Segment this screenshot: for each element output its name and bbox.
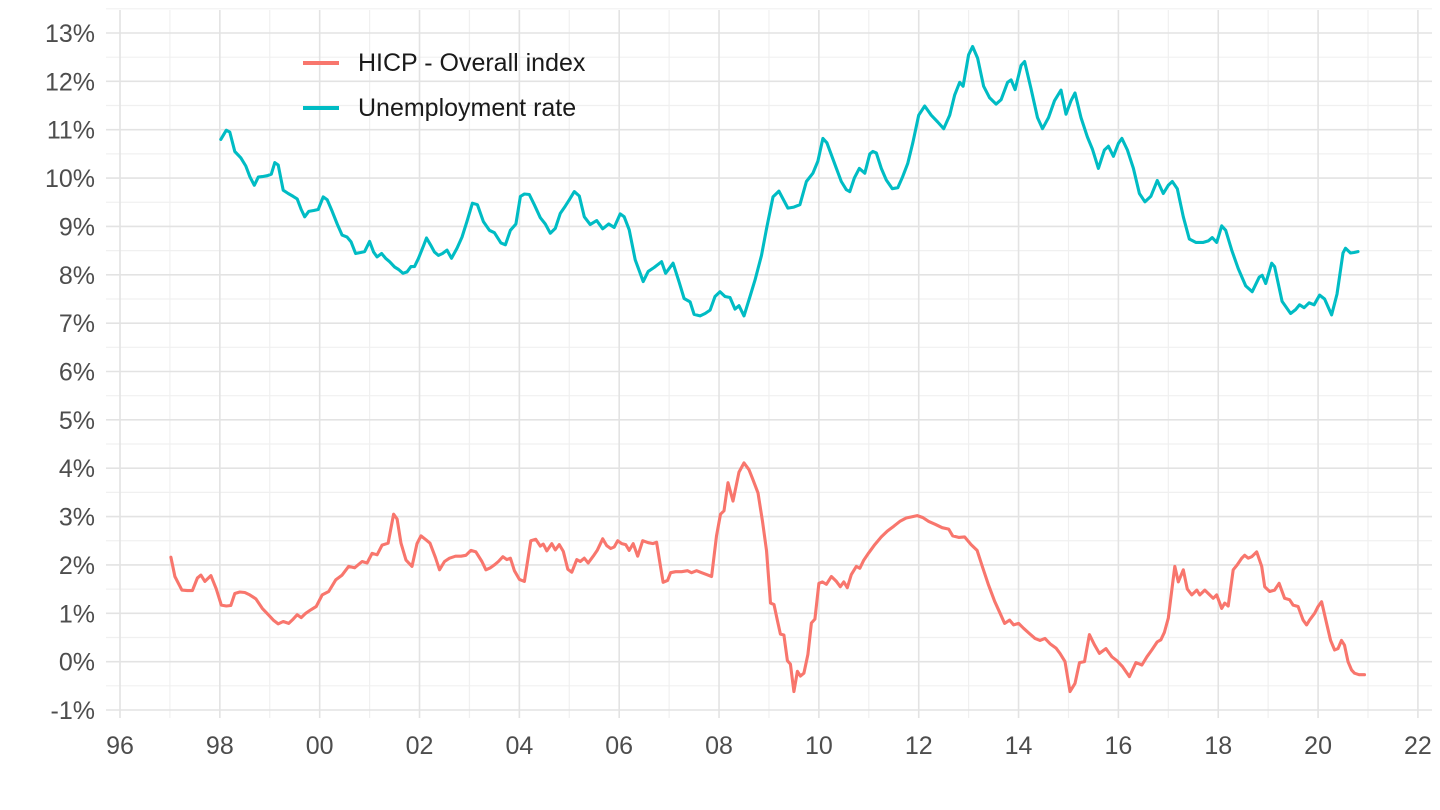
y-tick-label: 12% <box>45 68 95 96</box>
x-tick-label: 96 <box>106 732 134 760</box>
x-tick-label: 14 <box>1005 732 1033 760</box>
y-tick-label: 0% <box>59 649 95 677</box>
x-tick-label: 08 <box>705 732 733 760</box>
y-tick-label: 8% <box>59 262 95 290</box>
series-line-unemployment <box>219 44 1360 318</box>
y-tick-label: 1% <box>59 600 95 628</box>
y-tick-label: 10% <box>45 165 95 193</box>
y-tick-label: 9% <box>59 213 95 241</box>
x-tick-label: 22 <box>1404 732 1432 760</box>
x-tick-label: 10 <box>805 732 833 760</box>
x-tick-label: 02 <box>406 732 434 760</box>
y-tick-label: 11% <box>47 117 95 145</box>
series-line-hicp <box>169 461 1367 694</box>
y-tick-label: 13% <box>45 20 95 48</box>
y-tick-label: 6% <box>59 358 95 386</box>
x-tick-label: 00 <box>306 732 334 760</box>
legend: HICP - Overall index Unemployment rate <box>303 49 586 122</box>
x-tick-label: 12 <box>905 732 933 760</box>
x-tick-label: 06 <box>605 732 633 760</box>
x-tick-label: 18 <box>1204 732 1232 760</box>
minor-gridlines <box>106 8 1432 718</box>
legend-label-hicp: HICP - Overall index <box>358 49 586 77</box>
x-tick-label: 20 <box>1304 732 1332 760</box>
y-tick-label: 5% <box>59 407 95 435</box>
x-tick-label: 04 <box>505 732 533 760</box>
x-tick-label: 16 <box>1104 732 1132 760</box>
axis-tick-labels: 13% 12% 11% 10% 9% 8% 7% 6% 5% 4% 3% 2% 1% 0% -1% 96 98 0… <box>45 20 1432 760</box>
y-tick-label: 4% <box>59 455 95 483</box>
legend-label-unemployment: Unemployment rate <box>358 94 576 122</box>
y-tick-label: -1% <box>51 697 95 725</box>
series-lines <box>169 44 1367 694</box>
y-tick-label: 7% <box>59 310 95 338</box>
y-tick-label: 3% <box>59 504 95 532</box>
y-tick-label: 2% <box>59 552 95 580</box>
x-tick-label: 98 <box>206 732 234 760</box>
